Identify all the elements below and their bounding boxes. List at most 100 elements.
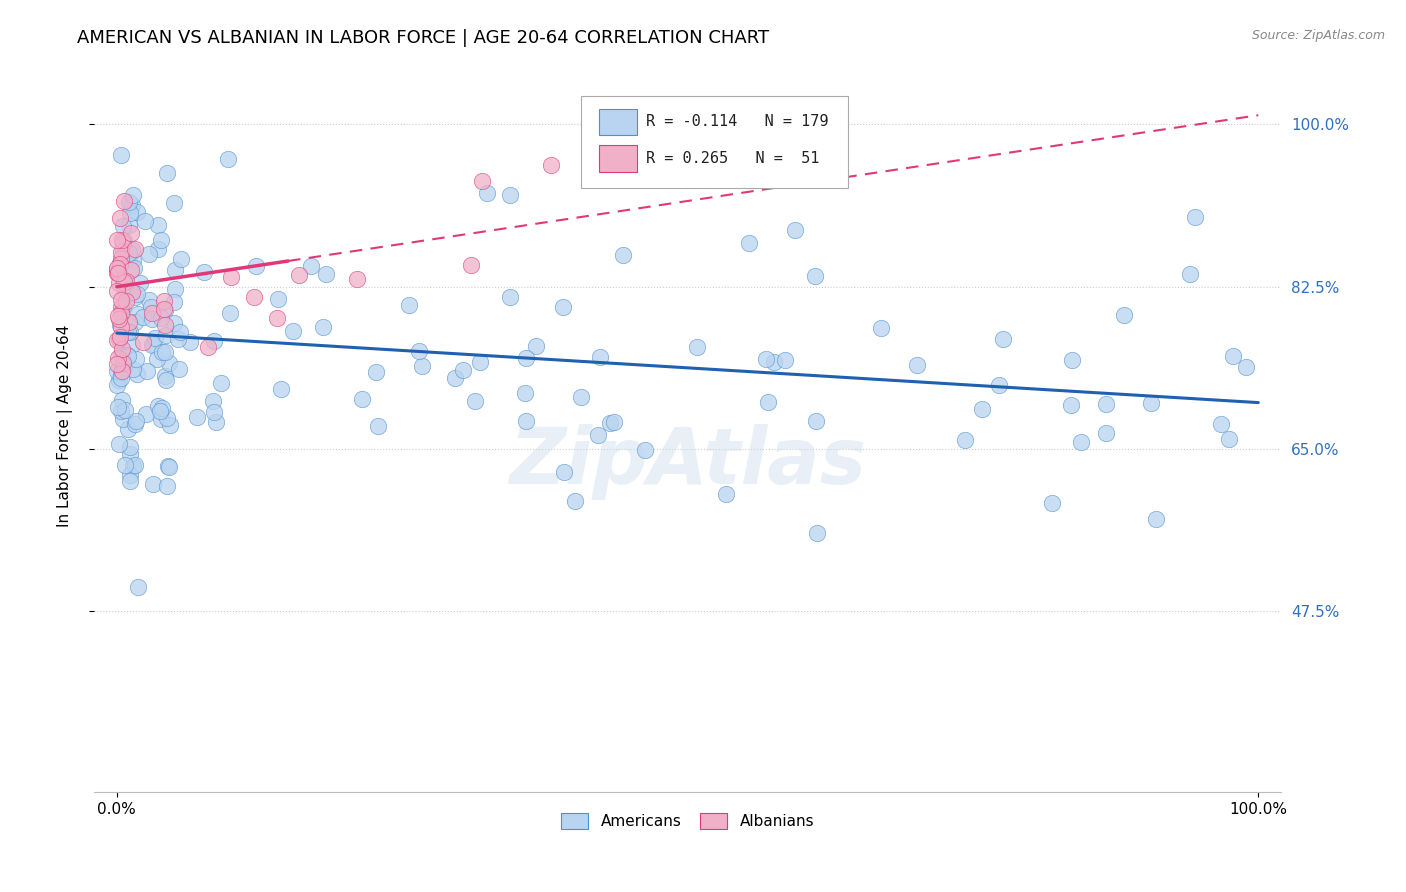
Point (288, 268, 311, 282)
Point (110, 306, 132, 320)
Point (114, 281, 136, 295)
Point (270, 382, 292, 396)
Point (120, 326, 142, 340)
Point (149, 233, 172, 247)
Point (312, 320, 335, 334)
Point (112, 359, 135, 374)
Point (111, 393, 134, 408)
Point (111, 219, 134, 233)
Point (471, 174, 494, 188)
Point (1218, 432, 1240, 446)
Point (112, 235, 135, 249)
Point (755, 352, 778, 367)
Point (1184, 210, 1206, 224)
Point (464, 394, 486, 409)
Point (150, 412, 173, 426)
Point (569, 390, 592, 404)
Point (202, 405, 225, 419)
Point (1060, 353, 1083, 368)
Point (352, 392, 374, 407)
Point (117, 252, 139, 267)
Point (124, 417, 146, 431)
Point (364, 365, 387, 379)
Point (105, 284, 128, 298)
Point (515, 414, 537, 428)
Point (110, 147, 132, 161)
Point (169, 252, 191, 266)
Point (1095, 396, 1118, 410)
Point (105, 378, 128, 392)
Point (773, 352, 796, 367)
Point (111, 364, 134, 378)
Point (114, 458, 136, 473)
Point (953, 434, 976, 448)
Point (197, 340, 219, 354)
Point (157, 356, 180, 370)
Point (266, 310, 288, 325)
Point (105, 234, 128, 248)
Point (108, 318, 131, 332)
Point (156, 479, 179, 493)
Point (107, 310, 129, 324)
Point (112, 275, 135, 289)
Point (599, 417, 621, 431)
Point (138, 293, 160, 307)
Point (186, 410, 208, 425)
Point (193, 265, 215, 279)
Point (243, 290, 266, 304)
Point (153, 293, 176, 308)
Point (122, 458, 145, 473)
Point (125, 367, 148, 381)
Point (118, 194, 141, 209)
Point (141, 312, 163, 326)
Point (685, 340, 707, 354)
FancyBboxPatch shape (581, 96, 848, 187)
Point (219, 306, 242, 320)
Point (411, 359, 433, 373)
Point (1144, 512, 1167, 526)
Point (515, 351, 537, 365)
Point (112, 412, 135, 426)
Point (1178, 267, 1201, 281)
Point (869, 321, 891, 335)
Point (124, 315, 146, 329)
Point (112, 194, 135, 208)
Point (988, 377, 1011, 392)
Point (105, 333, 128, 347)
Point (135, 364, 157, 378)
Point (122, 252, 145, 267)
Point (114, 348, 136, 362)
Point (125, 204, 148, 219)
Point (153, 368, 176, 383)
Point (107, 373, 129, 387)
Point (1234, 359, 1257, 374)
Point (146, 399, 169, 413)
Point (141, 338, 163, 352)
Point (120, 227, 142, 241)
Point (120, 440, 142, 454)
Point (499, 187, 522, 202)
Point (110, 365, 132, 379)
Point (114, 283, 136, 297)
Point (905, 359, 928, 373)
Point (122, 362, 145, 376)
Point (138, 246, 160, 260)
Point (122, 260, 145, 275)
Point (114, 402, 136, 417)
FancyBboxPatch shape (599, 109, 637, 135)
Point (470, 355, 492, 369)
Point (121, 285, 143, 299)
Point (167, 332, 190, 346)
Point (155, 373, 177, 387)
Point (586, 428, 609, 442)
Point (115, 293, 138, 308)
Point (783, 223, 806, 237)
Point (124, 290, 146, 304)
Point (142, 336, 165, 351)
Point (165, 263, 187, 277)
Point (110, 256, 132, 270)
Point (111, 342, 134, 356)
Point (153, 301, 176, 316)
Point (540, 157, 562, 171)
Point (108, 330, 131, 344)
